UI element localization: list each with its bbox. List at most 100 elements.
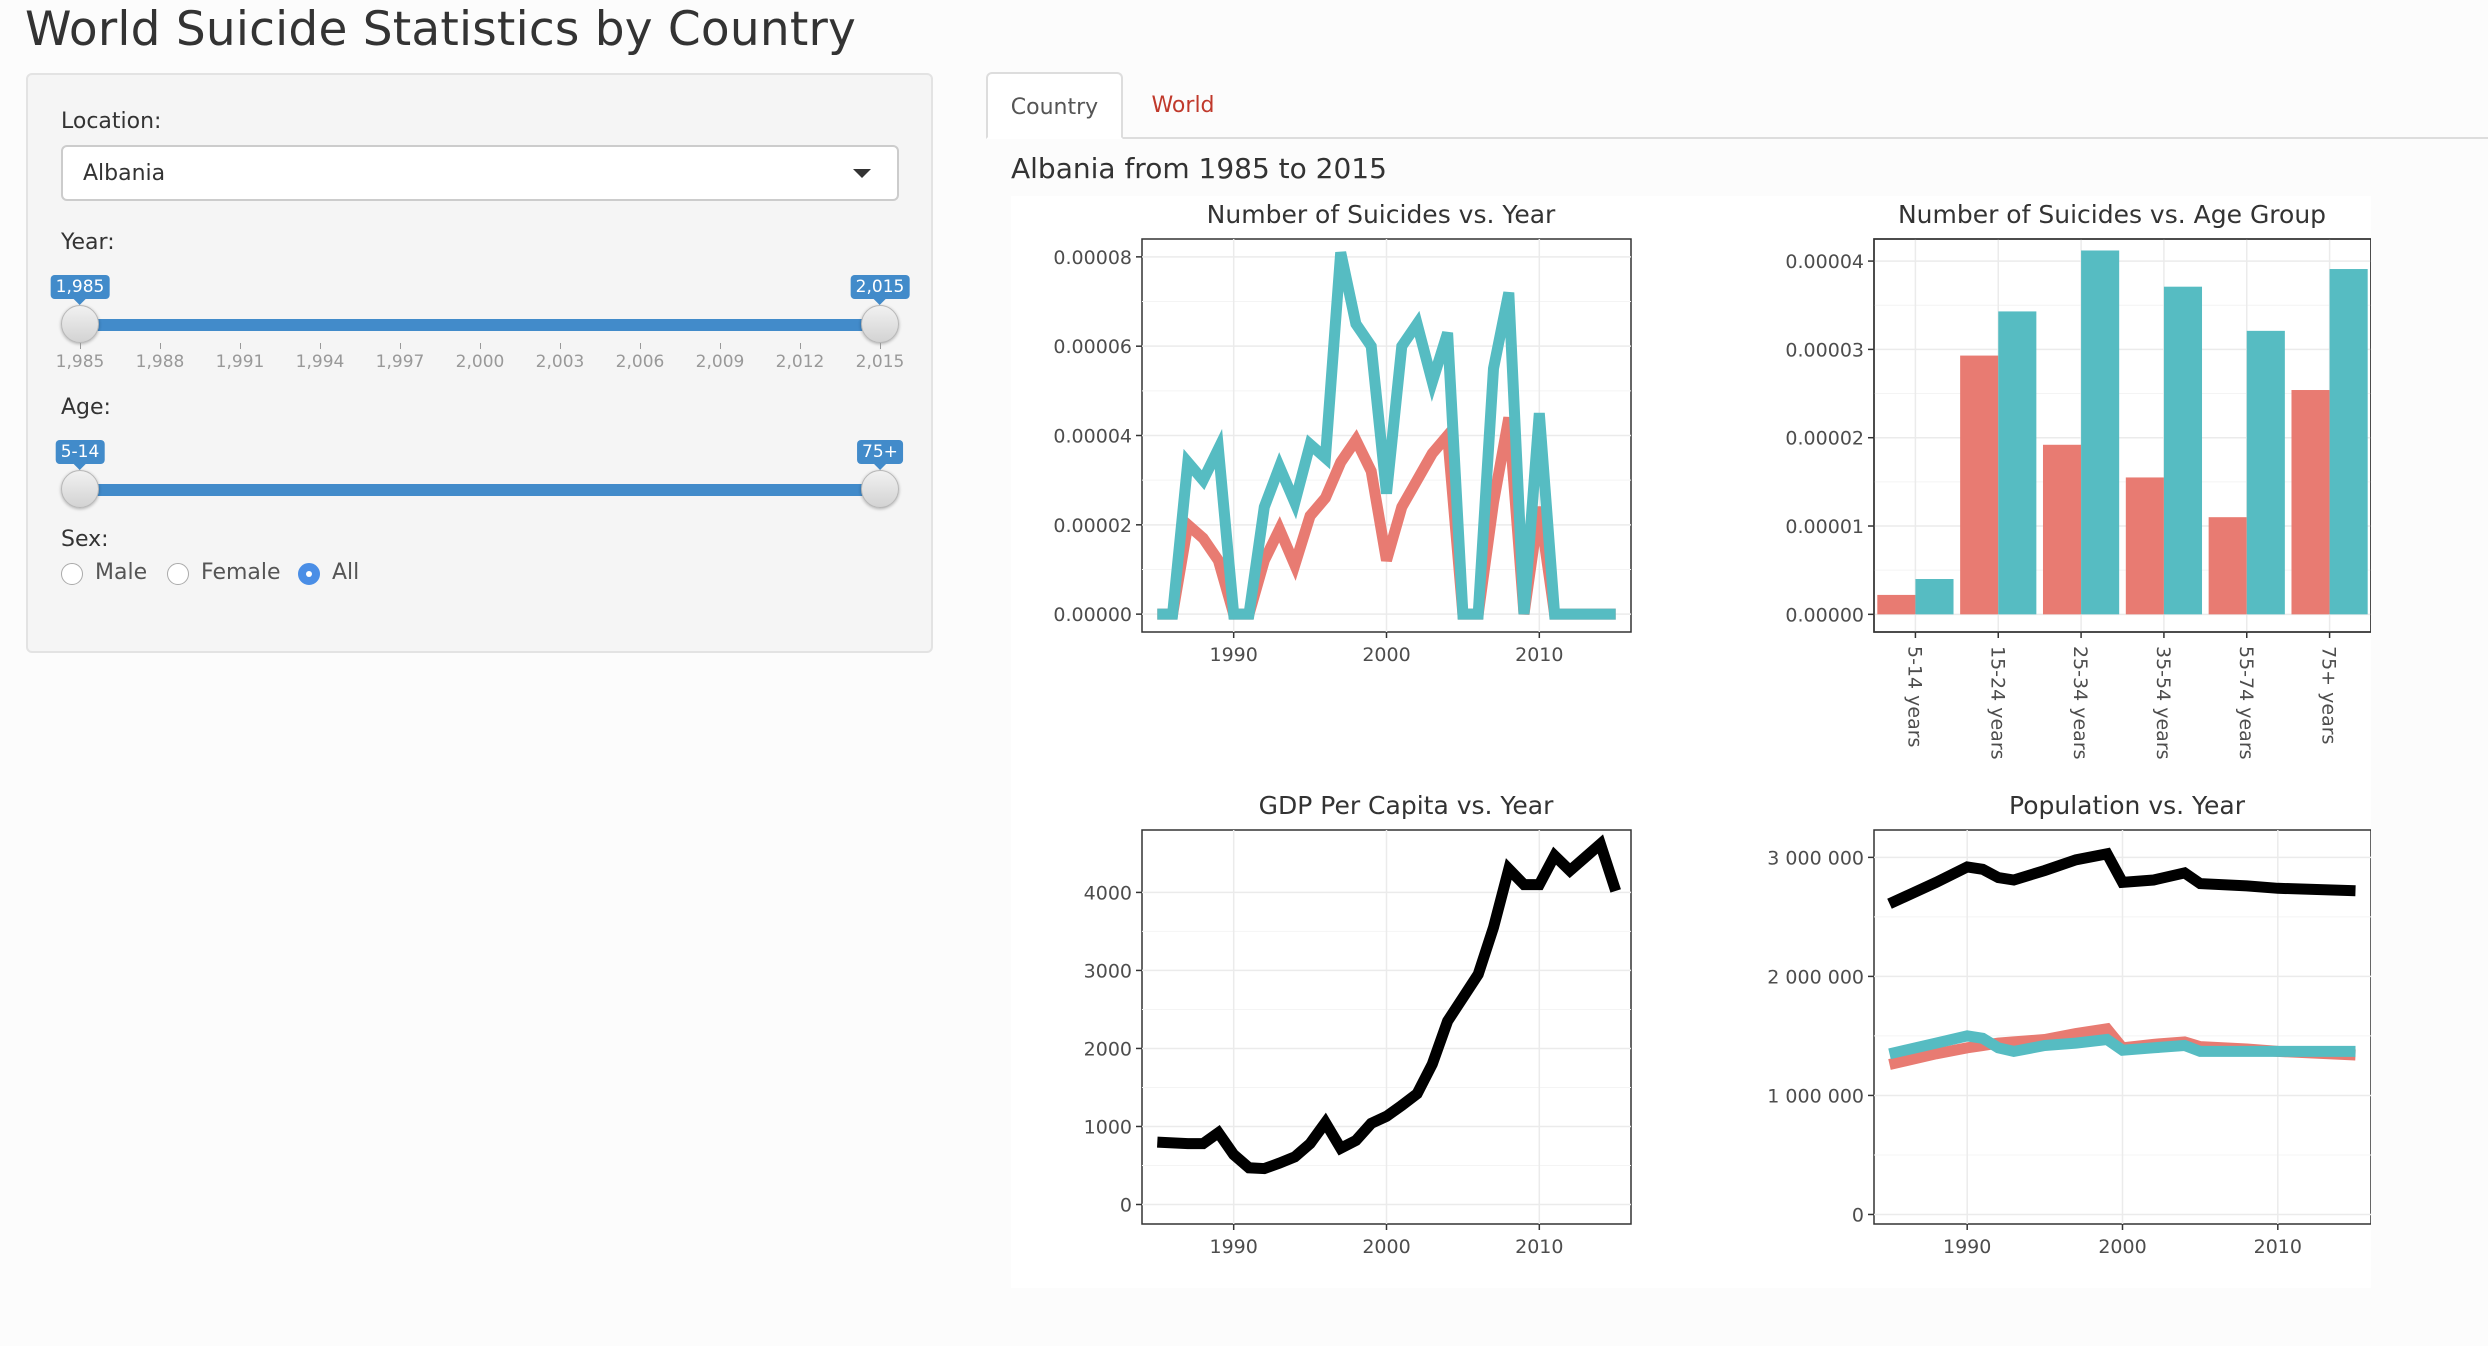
year-tick-label: 1,997 [375, 352, 425, 372]
y-tick-label: 2000 [1084, 1038, 1132, 1060]
y-tick-label: 0.00000 [1785, 604, 1864, 626]
y-tick-label: 1000 [1084, 1116, 1132, 1138]
bar-0 [2291, 390, 2330, 615]
y-tick-label: 1 000 000 [1767, 1085, 1864, 1107]
bar-1 [2329, 269, 2368, 615]
age-max-tag: 75+ [857, 440, 903, 470]
sex-label: Sex: [61, 527, 109, 552]
bar-0 [1960, 355, 1999, 615]
year-tick-label: 2,009 [695, 352, 745, 372]
x-tick-label: 1990 [1210, 1236, 1258, 1258]
charts-canvas: Number of Suicides vs. Year 0.00000 0.0000… [1053, 200, 2371, 1258]
radio-label-female[interactable]: Female [201, 560, 281, 585]
y-tick-label: 2 000 000 [1767, 966, 1864, 988]
year-tick-mark [320, 343, 321, 349]
age-slider[interactable]: 5-14 75+ [55, 410, 903, 520]
y-tick-label: 0.00002 [1053, 515, 1132, 537]
tab-bar-divider [986, 137, 2488, 139]
year-slider[interactable]: 1,985 2,015 1,985 1,988 1,991 1,994 1,997 2,0… [50, 245, 910, 372]
year-tick-label: 2,015 [855, 352, 905, 372]
plot-area: Number of Suicides vs. Year 0.00000 0.0000… [1011, 196, 2371, 1288]
age-min-handle[interactable] [61, 470, 99, 508]
x-tick-label: 2000 [1362, 1236, 1410, 1258]
year-tick-mark [640, 343, 641, 349]
year-tick-mark [240, 343, 241, 349]
year-max-handle[interactable] [861, 305, 899, 343]
x-category-label: 35-54 years [2152, 646, 2174, 760]
y-tick-label: 3 000 000 [1767, 847, 1864, 869]
y-tick-label: 0.00006 [1053, 336, 1132, 358]
year-tick-label: 1,988 [135, 352, 185, 372]
sidebar-panel: Location: Albania Year: 1,985 2,015 1,98… [26, 73, 933, 653]
x-category-label: 5-14 years [1903, 646, 1925, 747]
age-max-handle[interactable] [861, 470, 899, 508]
year-min-tag: 1,985 [50, 275, 110, 305]
y-tick-label: 0 [1120, 1194, 1132, 1216]
y-tick-label: 3000 [1084, 960, 1132, 982]
caret-down-icon [853, 169, 871, 178]
age-min-tag: 5-14 [55, 440, 105, 470]
chart-title: Number of Suicides vs. Age Group [1898, 200, 2326, 229]
bar-1 [1998, 311, 2037, 615]
year-tick-mark [880, 343, 881, 349]
y-tick-label: 0.00001 [1785, 516, 1864, 538]
x-tick-label: 1990 [1210, 644, 1258, 666]
y-tick-label: 4000 [1084, 882, 1132, 904]
bar-1 [2246, 330, 2285, 615]
radio-checked-icon[interactable] [298, 563, 320, 585]
radio-label-male[interactable]: Male [95, 560, 148, 585]
x-tick-label: 2010 [1515, 1236, 1563, 1258]
year-label: Year: [61, 230, 115, 255]
y-tick-label: 0.00002 [1785, 428, 1864, 450]
tab-world[interactable]: World [1151, 93, 1215, 118]
series-line-0 [1887, 847, 2356, 909]
year-tick-mark [400, 343, 401, 349]
x-category-label: 75+ years [2318, 646, 2340, 744]
x-tick-label: 2000 [2098, 1236, 2146, 1258]
y-tick-label: 0.00004 [1785, 251, 1864, 273]
chart-panel-border [1873, 238, 2371, 633]
chart-title: Population vs. Year [2009, 791, 2246, 820]
tab-country[interactable]: Country [986, 72, 1123, 139]
age-label: Age: [61, 395, 111, 420]
chart-title: Number of Suicides vs. Year [1207, 200, 1556, 229]
year-tick-label: 2,000 [455, 352, 505, 372]
bar-0 [1877, 594, 1916, 615]
radio-unchecked-icon[interactable] [61, 563, 83, 585]
country-range-heading: Albania from 1985 to 2015 [1011, 152, 1387, 185]
page-title: World Suicide Statistics by Country [25, 2, 856, 57]
year-tick-mark [160, 343, 161, 349]
x-category-label: 15-24 years [1986, 646, 2008, 760]
y-tick-label: 0.00003 [1785, 339, 1864, 361]
location-select[interactable]: Albania [61, 145, 899, 201]
x-tick-label: 1990 [1943, 1236, 1991, 1258]
x-tick-label: 2010 [2254, 1236, 2302, 1258]
bar-0 [2042, 444, 2082, 615]
year-tick-label: 2,003 [535, 352, 585, 372]
year-tick-mark [80, 343, 81, 349]
year-tick-label: 1,991 [215, 352, 265, 372]
bar-1 [1915, 579, 1954, 615]
series-line-1 [1157, 251, 1616, 620]
year-tick-mark [480, 343, 481, 349]
chart-title: GDP Per Capita vs. Year [1259, 791, 1554, 820]
location-selected-value: Albania [83, 161, 166, 186]
year-tick-mark [800, 343, 801, 349]
bar-1 [2163, 286, 2203, 615]
series-line-2 [1888, 1030, 2356, 1060]
x-tick-label: 2010 [1515, 644, 1563, 666]
radio-label-all[interactable]: All [332, 560, 360, 585]
bar-0 [2208, 517, 2247, 615]
series-line-0 [1157, 834, 1621, 1175]
year-slider-track[interactable] [79, 319, 881, 331]
y-tick-label: 0.00000 [1053, 604, 1132, 626]
year-tick-label: 1,985 [55, 352, 105, 372]
radio-unchecked-icon[interactable] [167, 563, 189, 585]
age-slider-track[interactable] [79, 484, 881, 496]
year-tick-label: 2,006 [615, 352, 665, 372]
x-category-label: 25-34 years [2069, 646, 2091, 760]
y-tick-label: 0.00004 [1053, 426, 1132, 448]
year-tick-mark [720, 343, 721, 349]
year-min-handle[interactable] [61, 305, 99, 343]
year-tick-label: 2,012 [775, 352, 825, 372]
